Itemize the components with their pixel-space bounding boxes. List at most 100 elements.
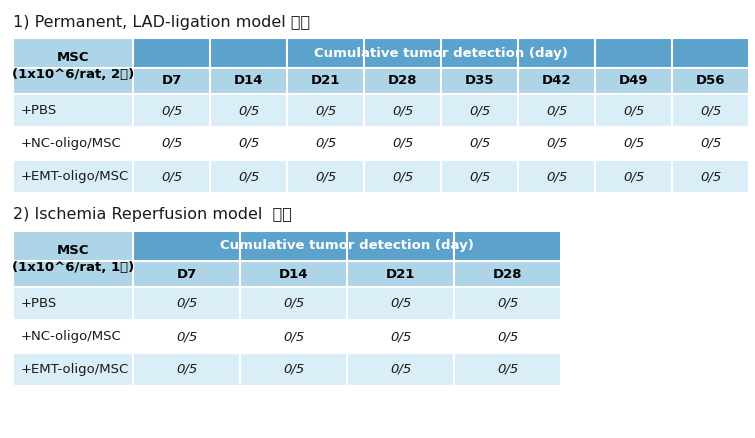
Text: D14: D14 [279, 268, 308, 280]
Bar [287, 160, 364, 193]
Bar [133, 320, 240, 353]
Text: MSC
(1x10^6/rat, 2회): MSC (1x10^6/rat, 2회) [12, 51, 134, 81]
Text: 0/5: 0/5 [623, 170, 644, 183]
Text: 0/5: 0/5 [392, 170, 413, 183]
Text: D28: D28 [388, 74, 418, 88]
Bar [287, 127, 364, 160]
Bar [595, 160, 672, 193]
Text: 0/5: 0/5 [546, 104, 567, 117]
Bar [287, 94, 364, 127]
Bar [595, 68, 672, 94]
Text: 0/5: 0/5 [700, 137, 721, 150]
Text: 0/5: 0/5 [283, 297, 304, 310]
Bar [13, 38, 133, 94]
Bar [210, 127, 287, 160]
Text: 0/5: 0/5 [176, 330, 197, 343]
Text: 0/5: 0/5 [546, 137, 567, 150]
Bar [441, 127, 518, 160]
Text: 0/5: 0/5 [390, 363, 411, 376]
Bar [347, 353, 454, 386]
Text: D35: D35 [465, 74, 495, 88]
Text: D28: D28 [493, 268, 522, 280]
Bar [518, 94, 595, 127]
Bar [454, 320, 561, 353]
Text: +EMT-oligo/MSC: +EMT-oligo/MSC [21, 170, 129, 183]
Text: 0/5: 0/5 [161, 170, 182, 183]
Bar [672, 127, 749, 160]
Bar [672, 160, 749, 193]
Bar [672, 94, 749, 127]
Text: 0/5: 0/5 [700, 104, 721, 117]
Bar [347, 320, 454, 353]
Text: D21: D21 [386, 268, 415, 280]
Bar [595, 127, 672, 160]
Bar [454, 353, 561, 386]
Bar [441, 68, 518, 94]
Bar [133, 160, 210, 193]
Bar [240, 353, 347, 386]
Text: 0/5: 0/5 [238, 170, 259, 183]
Text: 0/5: 0/5 [392, 104, 413, 117]
Text: 2) Ischemia Reperfusion model  이식: 2) Ischemia Reperfusion model 이식 [13, 208, 292, 223]
Bar [133, 353, 240, 386]
Text: D7: D7 [177, 268, 196, 280]
Text: 0/5: 0/5 [161, 104, 182, 117]
Text: 0/5: 0/5 [469, 137, 490, 150]
Bar [287, 68, 364, 94]
Text: 0/5: 0/5 [469, 104, 490, 117]
Bar [133, 38, 749, 68]
Text: 0/5: 0/5 [315, 137, 336, 150]
Bar [518, 68, 595, 94]
Text: D49: D49 [619, 74, 649, 88]
Text: +NC-oligo/MSC: +NC-oligo/MSC [21, 137, 122, 150]
Text: Cumulative tumor detection (day): Cumulative tumor detection (day) [314, 46, 568, 60]
Text: 0/5: 0/5 [315, 170, 336, 183]
Text: 0/5: 0/5 [161, 137, 182, 150]
Bar [13, 287, 133, 320]
Text: Cumulative tumor detection (day): Cumulative tumor detection (day) [220, 240, 474, 252]
Text: 0/5: 0/5 [469, 170, 490, 183]
Bar [454, 261, 561, 287]
Text: +EMT-oligo/MSC: +EMT-oligo/MSC [21, 363, 129, 376]
Bar [240, 287, 347, 320]
Text: 0/5: 0/5 [392, 137, 413, 150]
Text: 0/5: 0/5 [176, 297, 197, 310]
Bar [347, 261, 454, 287]
Bar [518, 127, 595, 160]
Text: 0/5: 0/5 [497, 297, 518, 310]
Text: 0/5: 0/5 [238, 104, 259, 117]
Bar [210, 94, 287, 127]
Bar [13, 320, 133, 353]
Text: 0/5: 0/5 [390, 330, 411, 343]
Text: +PBS: +PBS [21, 297, 57, 310]
Bar [13, 94, 133, 127]
Text: 0/5: 0/5 [546, 170, 567, 183]
Text: MSC
(1x10^6/rat, 1회): MSC (1x10^6/rat, 1회) [12, 244, 134, 274]
Bar [518, 160, 595, 193]
Text: +PBS: +PBS [21, 104, 57, 117]
Text: 0/5: 0/5 [700, 170, 721, 183]
Bar [133, 68, 210, 94]
Bar [133, 231, 561, 261]
Text: D42: D42 [542, 74, 572, 88]
Bar [13, 127, 133, 160]
Text: 0/5: 0/5 [283, 330, 304, 343]
Bar [240, 261, 347, 287]
Text: +NC-oligo/MSC: +NC-oligo/MSC [21, 330, 122, 343]
Bar [595, 94, 672, 127]
Text: D21: D21 [311, 74, 341, 88]
Bar [672, 68, 749, 94]
Text: 0/5: 0/5 [623, 137, 644, 150]
Text: D7: D7 [162, 74, 182, 88]
Text: 0/5: 0/5 [390, 297, 411, 310]
Bar [441, 94, 518, 127]
Bar [364, 127, 441, 160]
Bar [133, 287, 240, 320]
Bar [364, 68, 441, 94]
Bar [240, 320, 347, 353]
Bar [347, 287, 454, 320]
Text: D14: D14 [234, 74, 263, 88]
Bar [364, 94, 441, 127]
Bar [133, 127, 210, 160]
Bar [210, 160, 287, 193]
